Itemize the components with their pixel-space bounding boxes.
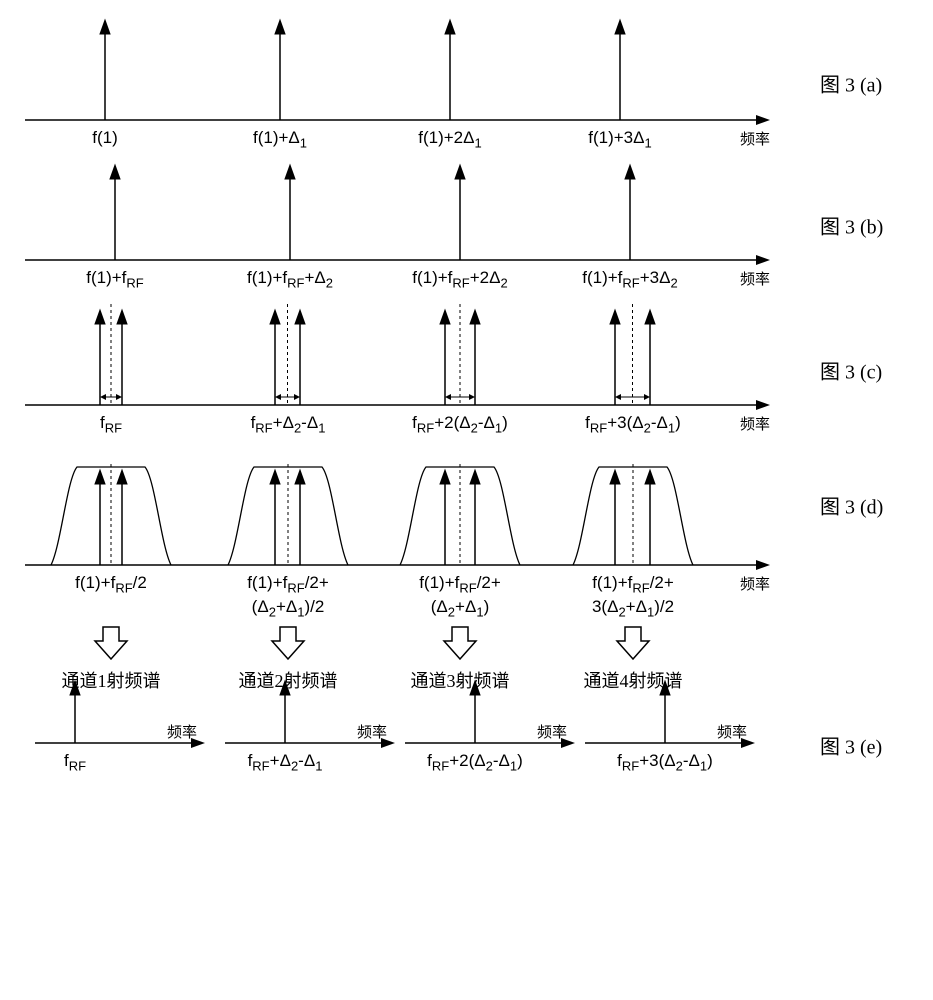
axis-tick-label: fRF+3(Δ2-Δ1)	[617, 751, 713, 773]
axis-label: 频率	[740, 128, 770, 149]
axis-tick-label: f(1)+fRF/2+	[419, 573, 501, 595]
figure-label-d: 图 3 (d)	[820, 491, 883, 520]
axis-tick-label: f(1)+fRF+Δ2	[247, 268, 333, 290]
axis-tick-label: fRF+3(Δ2-Δ1)	[585, 413, 681, 435]
axis-tick-label: fRF	[64, 751, 86, 773]
axis-tick-label: f(1)+fRF+3Δ2	[582, 268, 677, 290]
axis-tick-label: fRF+Δ2-Δ1	[248, 751, 323, 773]
axis-label: 频率	[740, 268, 770, 289]
axis-label: 频率	[740, 573, 770, 594]
axis-tick-label: fRF+2(Δ2-Δ1)	[412, 413, 508, 435]
axis-tick-label: 3(Δ2+Δ1)/2	[592, 597, 674, 619]
axis-tick-label: f(1)+fRF+2Δ2	[412, 268, 507, 290]
axis-tick-label: f(1)+Δ1	[253, 128, 307, 150]
figure-label-a: 图 3 (a)	[820, 68, 882, 97]
axis-label: 频率	[167, 721, 197, 742]
axis-tick-label: f(1)+fRF/2+	[592, 573, 674, 595]
axis-tick-label: f(1)+fRF/2+	[247, 573, 329, 595]
axis-tick-label: (Δ2+Δ1)/2	[252, 597, 325, 619]
axis-label: 频率	[717, 721, 747, 742]
axis-label: 频率	[740, 413, 770, 434]
axis-tick-label: fRF+2(Δ2-Δ1)	[427, 751, 523, 773]
figure-label-e: 图 3 (e)	[820, 731, 882, 760]
axis-tick-label: f(1)+2Δ1	[418, 128, 481, 150]
axis-tick-label: fRF+Δ2-Δ1	[251, 413, 326, 435]
axis-tick-label: fRF	[100, 413, 122, 435]
axis-tick-label: f(1)+3Δ1	[588, 128, 651, 150]
axis-tick-label: f(1)+fRF/2	[75, 573, 147, 595]
axis-tick-label: (Δ2+Δ1)	[431, 597, 489, 619]
figure-label-c: 图 3 (c)	[820, 356, 882, 385]
axis-label: 频率	[537, 721, 567, 742]
axis-tick-label: f(1)	[92, 128, 118, 148]
axis-label: 频率	[357, 721, 387, 742]
axis-tick-label: f(1)+fRF	[86, 268, 144, 290]
figure-label-b: 图 3 (b)	[820, 211, 883, 240]
